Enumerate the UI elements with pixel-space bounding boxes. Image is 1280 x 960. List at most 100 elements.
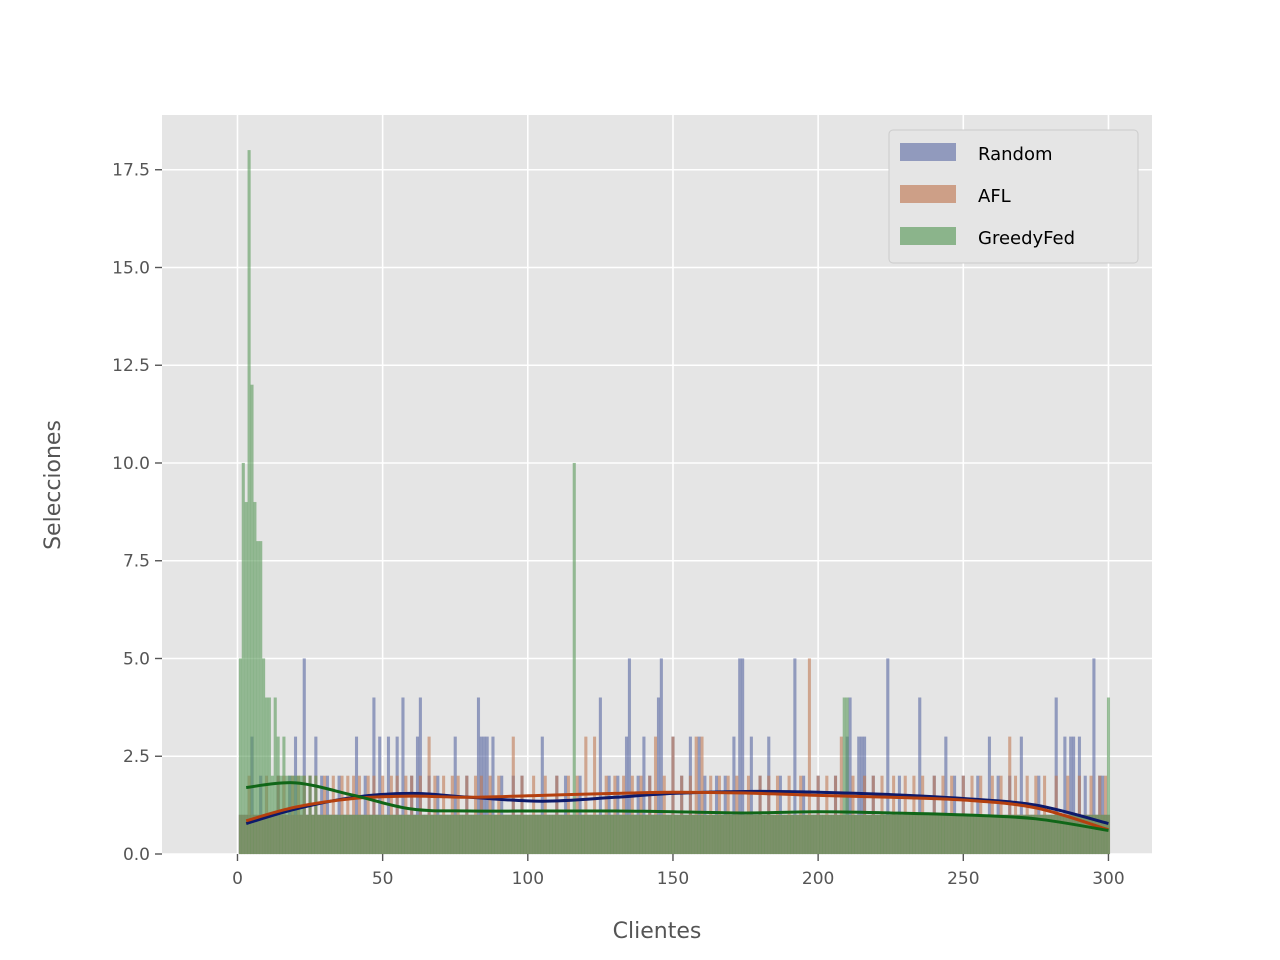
bar: [366, 814, 370, 855]
bar: [775, 814, 780, 855]
y-tick-label: 17.5: [112, 161, 150, 181]
bar: [337, 814, 341, 855]
bar: [561, 814, 565, 855]
bar: [886, 814, 890, 855]
bar: [267, 697, 272, 855]
bar: [1063, 814, 1067, 855]
bar: [868, 814, 872, 855]
bar: [793, 814, 797, 855]
bar: [947, 814, 951, 855]
bar: [767, 814, 771, 855]
bar: [996, 814, 1000, 855]
y-tick-label: 0.0: [123, 845, 150, 865]
x-tick-label: 150: [657, 869, 689, 889]
bar: [488, 814, 492, 855]
bar: [357, 814, 362, 855]
bar: [442, 814, 446, 855]
bar: [572, 462, 576, 855]
bar: [250, 384, 254, 855]
bar: [601, 814, 605, 855]
bar: [505, 814, 510, 855]
bar: [444, 814, 449, 855]
bar: [1098, 814, 1102, 855]
bar: [471, 814, 475, 855]
bar: [578, 814, 582, 855]
bar: [819, 814, 823, 855]
legend-label-afl: AFL: [978, 186, 1011, 207]
bar: [970, 814, 974, 855]
bar: [375, 814, 379, 855]
bar: [918, 814, 922, 855]
kde-line-greedyfed: [246, 781, 1109, 833]
x-tick-label: 250: [947, 869, 979, 889]
bar: [552, 814, 556, 855]
bar: [328, 814, 332, 855]
bar: [532, 814, 536, 855]
x-tick-label: 200: [802, 869, 834, 889]
bar: [1011, 814, 1015, 855]
bar: [264, 697, 269, 855]
bar: [613, 814, 617, 855]
bar: [241, 462, 245, 855]
bar: [645, 814, 649, 855]
x-tick-label: 100: [512, 869, 544, 889]
bar: [860, 814, 864, 855]
bar: [291, 775, 295, 855]
bar: [595, 814, 600, 855]
bar: [494, 814, 498, 855]
bar: [592, 814, 597, 855]
bar: [296, 775, 301, 855]
legend-label-random: Random: [978, 144, 1053, 165]
bar: [386, 814, 391, 855]
bar: [299, 775, 303, 855]
bar: [1019, 814, 1023, 855]
bar: [555, 814, 559, 855]
bar: [526, 814, 530, 855]
bar: [726, 814, 730, 855]
bar: [439, 814, 443, 855]
bar: [334, 814, 338, 855]
bar: [758, 814, 762, 855]
bar: [308, 775, 312, 855]
bar: [717, 814, 722, 855]
bar: [404, 814, 408, 855]
bar: [743, 814, 748, 855]
bar: [831, 814, 835, 855]
legend-label-greedyfed: GreedyFed: [978, 228, 1075, 249]
bar: [982, 814, 986, 855]
bar: [540, 814, 544, 855]
bar: [682, 814, 687, 855]
bar: [802, 814, 806, 855]
bar: [389, 814, 393, 855]
bar: [485, 814, 489, 855]
y-tick-label: 7.5: [123, 552, 150, 572]
bar: [656, 814, 661, 855]
bar: [378, 814, 382, 855]
bar: [1002, 814, 1006, 855]
bar: [662, 814, 666, 855]
bar: [778, 814, 782, 855]
bar: [697, 814, 701, 855]
bar: [575, 814, 579, 855]
bar: [746, 814, 751, 855]
bar: [276, 736, 280, 855]
bar: [990, 814, 994, 855]
bar: [360, 814, 364, 855]
bar: [558, 814, 562, 855]
bar: [761, 814, 765, 855]
bar: [340, 814, 344, 855]
bar: [836, 814, 841, 855]
bar: [633, 814, 637, 855]
bar: [700, 814, 704, 855]
bar: [616, 814, 620, 855]
bar: [877, 814, 881, 855]
bar: [828, 814, 832, 855]
bar: [993, 814, 997, 855]
bar: [810, 814, 814, 855]
bar: [584, 814, 588, 855]
bar: [622, 814, 626, 855]
bar: [874, 814, 878, 855]
bar: [447, 814, 452, 855]
bar: [941, 814, 945, 855]
